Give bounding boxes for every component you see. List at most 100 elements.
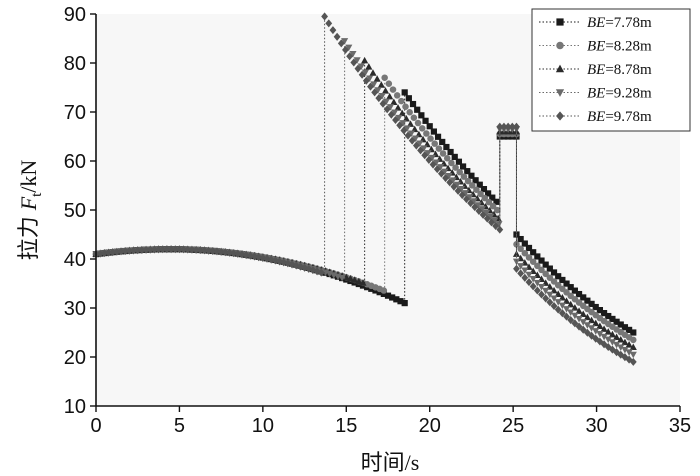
- data-point: [209, 246, 217, 256]
- data-point: [596, 331, 604, 338]
- data-point: [538, 266, 545, 274]
- data-point: [267, 255, 275, 264]
- data-point: [479, 210, 487, 219]
- data-point: [613, 341, 621, 349]
- data-point: [525, 271, 533, 279]
- data-point: [414, 119, 422, 127]
- data-point: [430, 128, 437, 135]
- data-point: [521, 267, 529, 275]
- data-point: [429, 160, 437, 169]
- data-point: [489, 202, 497, 210]
- x-tick-label: 20: [419, 415, 441, 437]
- data-point: [491, 217, 499, 225]
- data-point: [621, 353, 629, 362]
- data-point: [571, 312, 579, 320]
- data-point: [382, 98, 390, 106]
- data-point: [629, 343, 637, 350]
- data-point: [583, 322, 591, 329]
- data-point: [359, 279, 367, 286]
- data-point: [361, 56, 369, 64]
- y-tick-label: 40: [64, 249, 86, 271]
- data-point: [450, 182, 458, 191]
- data-point: [150, 245, 158, 254]
- data-point: [226, 248, 233, 257]
- x-tick-label: 30: [585, 415, 607, 437]
- data-point: [529, 282, 537, 291]
- data-point: [575, 316, 583, 323]
- data-point: [192, 245, 200, 254]
- data-point: [251, 252, 258, 261]
- data-point: [521, 273, 529, 282]
- data-point: [542, 294, 550, 303]
- data-point: [176, 245, 183, 254]
- data-point: [439, 138, 446, 146]
- data-point: [478, 206, 486, 213]
- data-point: [463, 195, 470, 204]
- data-point: [259, 253, 267, 262]
- data-point: [146, 245, 154, 254]
- data-point: [155, 245, 162, 254]
- data-point: [391, 109, 399, 117]
- data-point: [575, 307, 583, 314]
- data-point: [238, 250, 246, 259]
- data-point: [246, 251, 254, 260]
- data-point: [472, 177, 479, 184]
- data-point: [446, 178, 454, 187]
- data-point: [550, 301, 558, 311]
- data-point: [525, 254, 533, 261]
- data-point: [493, 198, 500, 205]
- data-point: [538, 257, 545, 264]
- data-point: [525, 244, 533, 252]
- data-point: [386, 92, 394, 100]
- data-point: [113, 247, 121, 256]
- data-point: [346, 274, 355, 282]
- y-tick-label: 50: [64, 200, 86, 222]
- data-point: [496, 122, 504, 131]
- data-point: [345, 44, 353, 52]
- data-point: [321, 12, 329, 21]
- data-point: [301, 263, 308, 272]
- data-point: [457, 185, 465, 193]
- x-axis-title: 时间/s: [361, 450, 420, 475]
- data-point: [453, 181, 461, 189]
- data-point: [600, 333, 608, 341]
- y-axis-title-unit: /kN: [16, 160, 41, 193]
- data-point: [451, 153, 458, 161]
- data-point: [379, 99, 387, 108]
- data-point: [196, 246, 204, 255]
- data-point: [517, 245, 524, 253]
- data-point: [390, 98, 398, 106]
- data-point: [361, 69, 370, 77]
- data-point: [341, 38, 349, 45]
- data-point: [617, 321, 624, 328]
- data-point: [411, 135, 420, 143]
- data-point: [489, 194, 496, 201]
- data-point: [512, 258, 521, 266]
- data-point: [292, 261, 300, 270]
- data-point: [481, 194, 489, 202]
- data-point: [525, 278, 533, 287]
- data-point: [580, 294, 587, 301]
- data-point: [467, 199, 475, 208]
- data-point: [477, 190, 484, 198]
- data-point: [517, 263, 525, 270]
- data-point: [280, 258, 288, 267]
- data-point: [558, 293, 566, 301]
- y-tick-label: 80: [64, 53, 86, 75]
- legend-label: BE=9.28m: [587, 86, 652, 102]
- y-axis-title: 拉力 Ft/kN: [16, 160, 45, 261]
- data-point: [389, 86, 397, 93]
- data-point: [554, 299, 562, 306]
- data-point: [567, 309, 575, 316]
- data-point: [530, 249, 537, 256]
- data-point: [242, 251, 250, 260]
- data-point: [529, 258, 537, 265]
- data-point: [517, 269, 525, 278]
- data-point: [205, 246, 213, 255]
- data-point: [346, 52, 354, 61]
- data-point: [600, 325, 608, 332]
- data-point: [374, 87, 382, 94]
- legend-marker: [556, 111, 564, 121]
- data-point: [494, 206, 501, 214]
- data-point: [592, 303, 599, 311]
